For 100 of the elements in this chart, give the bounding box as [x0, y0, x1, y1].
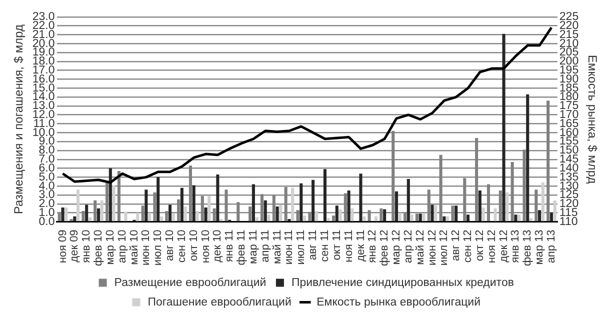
bar	[362, 216, 366, 222]
x-tick-label: фев 11	[236, 230, 248, 266]
bar	[252, 184, 255, 222]
bar	[541, 182, 544, 222]
bar	[264, 200, 267, 222]
x-tick-label: окт 10	[188, 230, 200, 262]
x-tick-label: сен 11	[319, 230, 332, 262]
bar	[276, 206, 279, 222]
bar	[314, 211, 318, 222]
bar	[208, 196, 211, 222]
x-tick-label: дек 10	[212, 230, 224, 262]
bar	[394, 191, 398, 222]
x-tick-label: дек 09	[68, 230, 81, 262]
bar	[76, 190, 80, 222]
x-tick-label: янв 12	[366, 230, 379, 263]
y-axis-title: Размещения и погашения, $ млрд	[12, 24, 26, 214]
legend-label: Емкость рынка еврооблигаций	[316, 296, 481, 308]
x-tick-label: фев 13	[522, 230, 534, 266]
bar	[192, 185, 196, 222]
x-tick-label: янв 11	[224, 230, 236, 262]
bar	[494, 208, 497, 222]
bar	[61, 207, 64, 222]
bar	[478, 190, 482, 222]
bar	[338, 209, 342, 222]
x-tick-label: ноя 12	[486, 230, 498, 264]
bar	[112, 185, 116, 222]
bar	[148, 212, 152, 222]
bar	[446, 216, 450, 222]
bar	[553, 200, 556, 222]
legend-label: Размещение еврооблигаций	[114, 276, 266, 289]
y2-tick-label: 110	[559, 216, 578, 228]
x-tick-label: май 12	[414, 230, 426, 265]
x-tick-label: ноя 11	[342, 230, 355, 262]
bar	[88, 217, 92, 222]
bar	[529, 218, 533, 222]
bar	[160, 216, 163, 222]
bar	[312, 180, 315, 222]
legend-label: Привлечение синдицированных кредитов	[291, 276, 514, 289]
bar	[267, 214, 270, 222]
bar	[359, 174, 362, 222]
bar	[204, 207, 208, 222]
bar	[184, 206, 187, 222]
bar	[85, 204, 88, 222]
x-tick-label: июн 12	[426, 230, 438, 266]
bar	[347, 190, 350, 222]
bar	[302, 215, 306, 222]
x-tick-label: июн 10	[140, 230, 152, 266]
x-tick-label: мар 11	[247, 230, 260, 264]
bar	[406, 178, 410, 222]
bar	[422, 214, 426, 222]
bar	[466, 214, 470, 222]
bar	[64, 207, 68, 222]
x-tick-label: июл 11	[295, 230, 308, 265]
x-tick-label: сен 10	[176, 230, 188, 263]
y-tick-label: 0.0	[38, 216, 55, 228]
bar	[196, 211, 199, 222]
bar	[291, 188, 294, 222]
x-tick-label: авг 12	[450, 230, 462, 261]
x-tick-label: апр 13	[545, 230, 558, 264]
bar	[326, 218, 330, 222]
x-tick-label: янв 13	[510, 230, 522, 263]
bar	[538, 210, 542, 222]
bar	[518, 214, 521, 222]
bar	[482, 207, 485, 222]
x-tick-label: фев 12	[378, 230, 391, 266]
bar	[374, 216, 378, 222]
x-tick-label: апр 10	[116, 230, 128, 264]
bar	[144, 190, 148, 222]
bar	[332, 215, 336, 222]
bar	[124, 212, 128, 222]
bar	[96, 208, 100, 222]
x-tick-label: май 11	[271, 230, 284, 264]
bar	[430, 204, 434, 222]
x-tick-label: янв 10	[80, 230, 93, 263]
bar	[350, 208, 354, 222]
bar	[180, 188, 184, 222]
x-tick-label: май 10	[128, 230, 140, 265]
bar	[502, 34, 506, 222]
bar	[454, 206, 458, 222]
x-tick-label: сен 12	[462, 230, 474, 263]
bar	[410, 214, 414, 222]
x-tick-label: апр 11	[259, 230, 272, 262]
bar	[442, 216, 446, 222]
x-tick-label: авг 11	[307, 230, 320, 260]
legend-label: Погашение еврооблигаций	[148, 296, 292, 308]
x-tick-label: мар 13	[534, 230, 546, 265]
bar	[172, 214, 175, 222]
bar	[73, 216, 76, 222]
bar	[526, 94, 530, 222]
bar	[335, 206, 338, 222]
bar	[108, 168, 112, 222]
x-tick-label: июн 11	[283, 230, 296, 265]
x-tick-label: ноя 09	[56, 230, 69, 264]
bar	[168, 204, 172, 222]
bar	[434, 204, 438, 222]
x-tick-label: дек 12	[498, 230, 510, 262]
x-tick-label: июл 12	[438, 230, 450, 266]
bar	[156, 177, 160, 222]
x-tick-label: мар 12	[390, 230, 403, 265]
bar	[323, 169, 326, 222]
